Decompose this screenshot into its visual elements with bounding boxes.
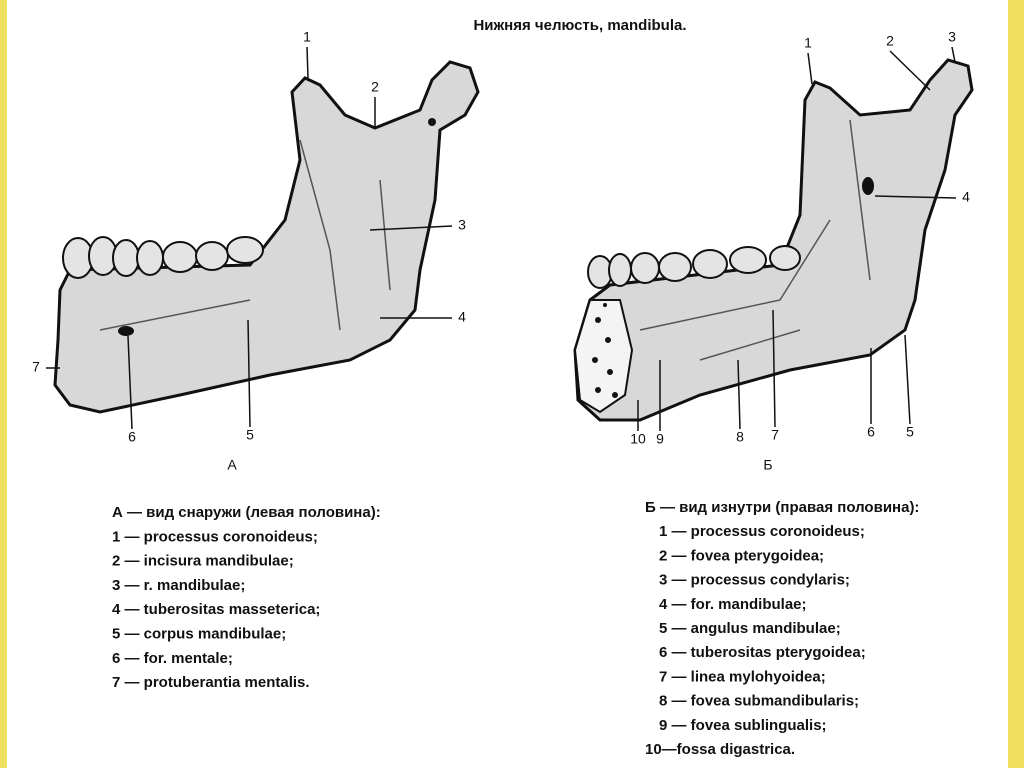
legend-heading: Б — вид изнутри (правая половина): [645, 499, 919, 516]
figure-label: Б [763, 457, 772, 473]
legend-item: 3 — processus condylaris; [659, 572, 850, 589]
legend-item: 5 — angulus mandibulae; [659, 620, 841, 637]
legend-item: 5 — corpus mandibulae; [112, 625, 286, 642]
legend-heading: А — вид снаружи (левая половина): [112, 504, 381, 521]
leader-line [247, 319, 251, 428]
figure-label: А [227, 457, 237, 473]
legend-item: 9 — fovea sublingualis; [659, 717, 827, 734]
leader-line [306, 46, 309, 79]
legend-item: 6 — tuberositas pterygoidea; [659, 644, 866, 661]
callout-number: 7 [771, 427, 779, 443]
callout-number: 6 [867, 424, 875, 440]
left-border [0, 0, 7, 768]
callout-number: 4 [458, 309, 466, 325]
right-border [1008, 0, 1024, 768]
legend-item: 1 — processus coronoideus; [112, 528, 318, 545]
leader-line [737, 359, 741, 430]
callout-number: 6 [128, 429, 136, 445]
callout-number: 7 [32, 359, 40, 375]
legend-item: 4 — for. mandibulae; [659, 596, 807, 613]
callout-number: 9 [656, 431, 664, 447]
legend-item: 7 — protuberantia mentalis. [112, 674, 310, 691]
leader-line [369, 225, 453, 231]
legend-item: 7 — linea mylohyoidea; [659, 668, 826, 685]
callout-number: 1 [303, 29, 311, 45]
title: Нижняя челюсть, mandibula. [473, 17, 686, 34]
mandible-inner [573, 58, 974, 422]
legend-item: 8 — fovea submandibularis; [659, 693, 859, 710]
leader-line [874, 195, 957, 199]
leader-line [772, 309, 776, 428]
legend-item: 6 — for. mentale; [112, 650, 233, 667]
callout-number: 3 [458, 217, 466, 233]
callout-number: 2 [371, 79, 379, 95]
legend-item: 3 — r. mandibulae; [112, 577, 245, 594]
callout-number: 1 [804, 35, 812, 51]
callout-number: 5 [906, 424, 914, 440]
legend-item: 2 — incisura mandibulae; [112, 553, 294, 570]
callout-number: 3 [948, 29, 956, 45]
callout-number: 2 [886, 33, 894, 49]
legend-item: 4 — tuberositas masseterica; [112, 601, 320, 618]
legend-item: 10—fossa digastrica. [645, 741, 795, 758]
leader-line [807, 52, 813, 85]
callout-number: 5 [246, 427, 254, 443]
callout-number: 8 [736, 429, 744, 445]
leader-line [127, 335, 133, 430]
leader-line [951, 46, 956, 63]
legend-item: 1 — processus coronoideus; [659, 523, 865, 540]
callout-number: 4 [962, 189, 970, 205]
legend-item: 2 — fovea pterygoidea; [659, 547, 824, 564]
callout-number: 10 [630, 431, 646, 447]
leader-line [889, 50, 931, 91]
mandible-outer [53, 60, 480, 414]
leader-line [904, 334, 911, 425]
